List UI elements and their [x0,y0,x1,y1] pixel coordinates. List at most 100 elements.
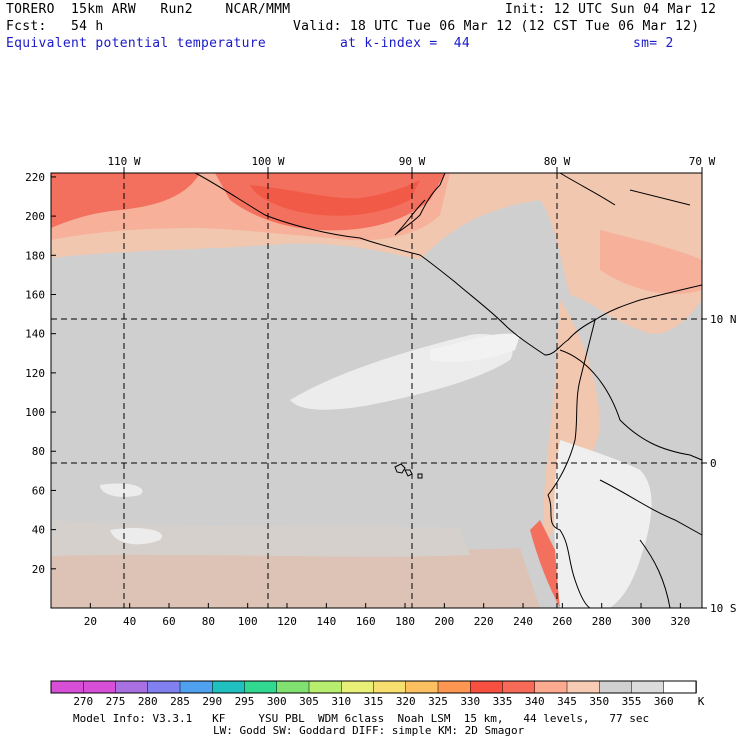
x-tick-label: 80 [202,615,215,628]
lon-label: 110 W [107,155,140,168]
colorbar-swatch [534,680,568,694]
lon-label: 90 W [399,155,426,168]
colorbar-swatch [437,680,471,694]
y-tick-label: 120 [25,367,45,380]
theta-e-field [51,173,702,608]
colorbar-swatch [470,680,504,694]
colorbar-swatch [663,680,697,694]
x-tick-label: 160 [356,615,376,628]
colorbar-swatch [212,680,246,694]
model-title: TORERO 15km ARW Run2 NCAR/MMM [6,2,291,17]
colorbar-swatch [276,680,310,694]
y-tick-label: 160 [25,288,45,301]
field-south-mid [51,520,470,557]
field-white-patch-5 [430,333,520,362]
y-tick-label: 140 [25,328,45,341]
colorbar-swatch [599,680,633,694]
colorbar-label: 290 [202,695,223,708]
coastline-central-america [194,172,703,356]
field-colombia [600,230,702,294]
colorbar-label: 305 [299,695,319,708]
lon-label: 80 W [544,155,571,168]
graticule [51,173,702,608]
forecast-hour: Fcst: 54 h [6,19,104,34]
init-time: Init: 12 UTC Sun 04 Mar 12 [505,2,717,17]
lat-label: 10 N [710,313,737,326]
colorbar-swatch [308,680,342,694]
colorbar-swatch [50,680,84,694]
colorbar-label: 345 [557,695,577,708]
coastline-west-south-america [547,319,596,609]
y-tick-label: 80 [32,445,45,458]
colorbar-label: 325 [428,695,448,708]
y-tick-label: 180 [25,249,45,262]
colorbar-swatch [405,680,439,694]
colorbar-label: 330 [460,695,481,708]
x-tick-label: 180 [395,615,415,628]
colorbar [50,680,697,694]
field-south-band [51,548,540,608]
colorbar-swatch [83,680,117,694]
coastlines [194,172,703,609]
top-longitude-labels: 110 W 100 W 90 W 80 W 70 W [107,155,716,173]
colorbar-label: 280 [137,695,158,708]
x-tick-label: 40 [123,615,136,628]
x-tick-label: 240 [513,615,533,628]
border-colombia-ecuador [559,349,703,461]
colorbar-label: 295 [234,695,255,708]
x-tick-label: 320 [670,615,690,628]
field-white-patch-4 [110,528,162,545]
y-axis: 20 40 60 80 100 120 140 160 180 200 220 [25,171,56,576]
y-tick-label: 40 [32,524,45,537]
colorbar-label: 300 [266,695,287,708]
colorbar-label: 350 [589,695,610,708]
right-latitude-labels: 10 N 0 10 S [702,313,737,615]
colorbar-label: 310 [331,695,352,708]
x-axis: 20 40 60 80 100 120 140 160 180 200 220 240 260 280 30… [84,603,690,628]
x-tick-label: 280 [592,615,612,628]
x-tick-label: 60 [162,615,175,628]
model-info: Model Info: V3.3.1 KF YSU PBL WDM 6class… [73,712,650,725]
colorbar-label: 285 [170,695,190,708]
colorbar-unit: K [697,695,705,708]
lon-label: 70 W [689,155,716,168]
x-tick-label: 220 [474,615,494,628]
y-tick-label: 100 [25,406,45,419]
colorbar-swatch [373,680,407,694]
colorbar-swatch [179,680,213,694]
colorbar-swatch [631,680,665,694]
colorbar-label: 360 [653,695,674,708]
field-white-patch-3 [100,483,143,497]
x-tick-label: 120 [277,615,297,628]
colorbar-label: 270 [73,695,94,708]
field-white-patch-2 [554,440,652,608]
colorbar-label: 335 [492,695,513,708]
lat-label: 10 S [710,602,737,615]
colorbar-label: 355 [621,695,642,708]
valid-time: Valid: 18 UTC Tue 06 Mar 12 (12 CST Tue … [293,19,700,34]
colorbar-swatch [244,680,278,694]
colorbar-label: 315 [363,695,384,708]
field-name: Equivalent potential temperature [6,36,267,51]
colorbar-swatch [341,680,375,694]
colorbar-swatch [566,680,600,694]
colorbar-label: 340 [524,695,545,708]
y-tick-label: 20 [32,563,45,576]
smoothing: sm= 2 [633,36,674,51]
level-index: at k-index = 44 [340,36,471,51]
colorbar-swatch [502,680,536,694]
x-tick-label: 200 [434,615,454,628]
physics-info: LW: Godd SW: Goddard DIFF: simple KM: 2D… [213,724,525,737]
colorbar-swatch [147,680,181,694]
x-tick-label: 300 [631,615,651,628]
y-tick-label: 200 [25,210,45,223]
colorbar-frame [50,680,697,694]
coastline-caribbean [559,172,691,206]
x-tick-label: 260 [552,615,572,628]
field-gulf-red [51,173,200,228]
border-peru-bolivia [639,539,671,609]
colorbar-label: 275 [105,695,126,708]
colorbar-label: 320 [395,695,416,708]
coastline-yucatan [394,172,446,236]
